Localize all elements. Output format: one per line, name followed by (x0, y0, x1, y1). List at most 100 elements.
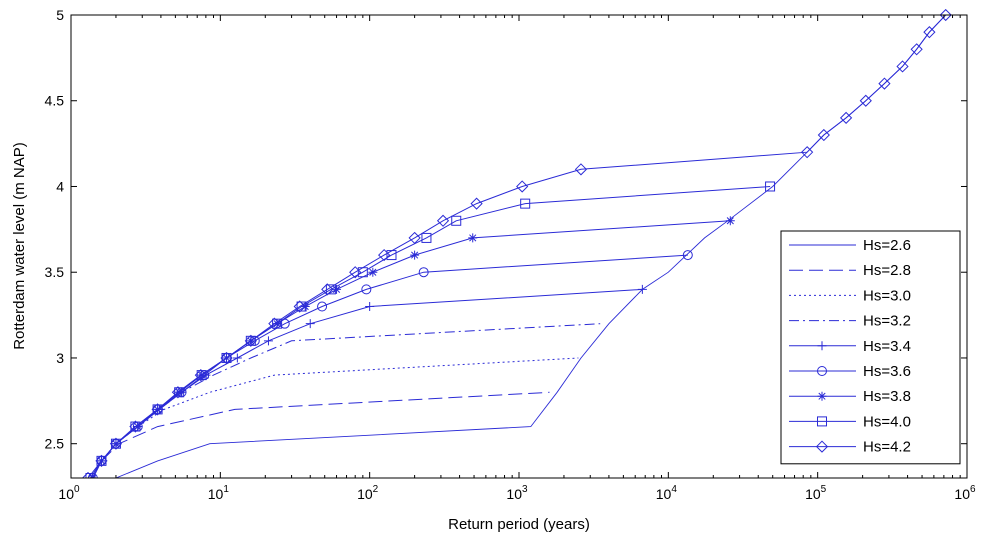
legend-label: Hs=4.0 (863, 413, 911, 430)
y-tick-label: 3.5 (45, 264, 65, 280)
plus-marker (637, 284, 647, 294)
diamond-marker (268, 317, 281, 330)
diamond-marker (171, 386, 185, 399)
plus-marker (817, 341, 827, 351)
square-marker (325, 284, 336, 295)
legend-entry: Hs=3.8 (789, 388, 911, 405)
diamond-marker (321, 283, 334, 296)
diamond-marker (220, 351, 233, 365)
plus-marker (365, 302, 375, 312)
square-marker (451, 215, 462, 226)
diamond-marker (109, 437, 123, 450)
diamond-marker (436, 214, 450, 227)
diamond-marker (939, 9, 952, 22)
series-hs-4-2 (81, 9, 952, 478)
diamond-marker (923, 26, 936, 39)
plus-marker (305, 319, 315, 329)
x-axis-label: Return period (years) (448, 516, 590, 533)
square-marker (765, 181, 776, 192)
legend-entry: Hs=3.6 (789, 363, 911, 380)
legend-entry: Hs=4.0 (789, 413, 911, 430)
diamond-marker (194, 369, 207, 382)
series-line (92, 323, 601, 478)
legend-label: Hs=3.0 (863, 287, 911, 304)
circle-marker (682, 250, 693, 261)
circle-marker (418, 267, 429, 278)
series-layer (81, 9, 952, 478)
legend-label: Hs=2.6 (863, 237, 911, 254)
legend-entry: Hs=3.4 (789, 338, 911, 355)
diamond-marker (244, 334, 257, 347)
legend-entry: Hs=2.8 (789, 262, 911, 279)
y-tick-label: 2.5 (45, 436, 65, 452)
y-tick-label: 4 (56, 178, 64, 194)
diamond-marker (95, 454, 108, 467)
circle-marker (317, 301, 328, 312)
square-marker (96, 455, 107, 466)
diamond-marker (859, 94, 872, 107)
diamond-marker (896, 60, 909, 73)
x-tick-label: 106 (954, 484, 976, 502)
series-hs-3-2 (92, 323, 601, 478)
y-axis-label: Rotterdam water level (m NAP) (11, 142, 28, 350)
y-tick-label: 5 (56, 7, 64, 23)
diamond-marker (910, 43, 923, 56)
star-marker (725, 216, 735, 226)
star-marker (410, 250, 420, 260)
diamond-marker (470, 197, 483, 210)
x-tick-label: 105 (805, 484, 827, 502)
x-tick-label: 103 (506, 484, 528, 502)
circle-marker (361, 284, 372, 295)
y-tick-label: 4.5 (45, 93, 65, 109)
series-line (87, 14, 947, 478)
square-marker (272, 318, 283, 329)
legend-entry: Hs=4.2 (789, 439, 911, 456)
legend: Hs=2.6 Hs=2.8 Hs=3.0 Hs=3.2 Hs=3.4 Hs=3.6 Hs=3… (780, 230, 961, 465)
diamond-marker (574, 163, 588, 176)
plus-marker (232, 353, 242, 363)
diamond-marker (839, 111, 853, 124)
star-marker (817, 391, 827, 401)
plus-marker (263, 336, 273, 346)
star-marker (332, 284, 342, 294)
legend-entry: Hs=3.2 (789, 313, 911, 330)
series-hs-2-8 (90, 391, 550, 478)
square-marker (85, 473, 96, 478)
series-hs-3-0 (92, 357, 579, 478)
diamond-marker (293, 300, 306, 313)
legend-label: Hs=2.8 (863, 262, 911, 279)
diamond-marker (817, 128, 830, 142)
square-marker (520, 198, 531, 209)
legend-label: Hs=3.6 (863, 363, 911, 380)
square-marker (221, 352, 232, 363)
square-marker (817, 416, 827, 427)
x-tick-label: 100 (58, 484, 80, 502)
diamond-marker (815, 440, 829, 453)
square-marker (245, 335, 256, 346)
diamond-marker (81, 471, 95, 478)
y-tick-label: 3 (56, 350, 64, 366)
x-tick-label: 102 (357, 484, 379, 502)
star-marker (368, 267, 378, 277)
legend-entry: Hs=2.6 (789, 237, 911, 254)
square-marker (130, 421, 141, 432)
star-marker (468, 233, 478, 243)
square-marker (296, 301, 307, 312)
diamond-marker (408, 231, 421, 245)
star-marker (133, 422, 143, 432)
legend-entry: Hs=3.0 (789, 287, 911, 304)
legend-label: Hs=4.2 (863, 439, 911, 456)
axis-ticks: 100 101 102 103 104 105 106 2.5 3 3.5 4 4.5 5 (45, 7, 976, 502)
diamond-marker (378, 248, 391, 262)
diamond-marker (878, 77, 891, 90)
diamond-marker (801, 146, 814, 159)
square-marker (421, 232, 432, 243)
x-tick-label: 101 (208, 484, 230, 502)
legend-label: Hs=3.4 (863, 338, 911, 355)
legend-label: Hs=3.8 (863, 388, 911, 405)
diamond-marker (129, 420, 142, 433)
series-line (90, 391, 550, 478)
diamond-marker (151, 403, 164, 416)
diamond-marker (516, 180, 529, 193)
